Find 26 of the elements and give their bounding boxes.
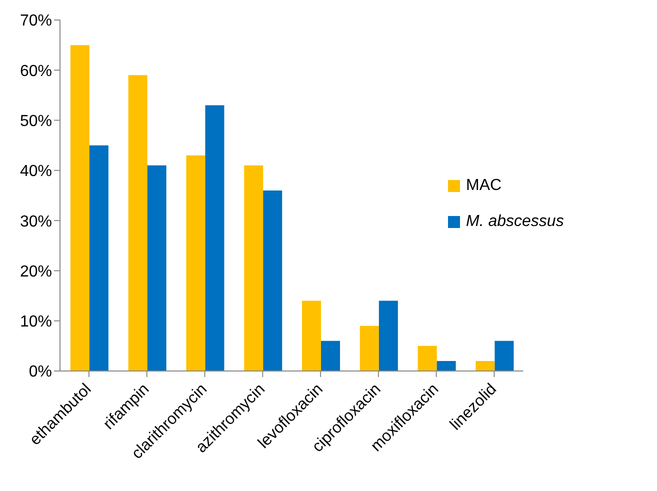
- bar: [476, 360, 495, 371]
- y-tick-label: 60%: [20, 62, 52, 80]
- bar: [70, 45, 90, 371]
- bar: [147, 165, 166, 371]
- y-tick-label: 40%: [20, 163, 52, 180]
- y-tick-label: 70%: [20, 12, 52, 30]
- legend-label: M. abscessus: [466, 213, 564, 231]
- y-tick-label: 20%: [20, 263, 52, 280]
- y-tick-label: 10%: [20, 314, 52, 331]
- bar: [360, 326, 379, 371]
- y-tick-label: 0%: [28, 364, 52, 381]
- bar: [321, 340, 340, 371]
- bar: [244, 165, 264, 371]
- bar: [186, 155, 206, 371]
- bar: [89, 145, 108, 371]
- bar: [436, 360, 456, 371]
- bar: [205, 105, 224, 371]
- bar: [378, 300, 398, 371]
- bar: [494, 340, 514, 371]
- bar: [418, 346, 437, 371]
- legend-label: MAC: [466, 177, 502, 195]
- bar: [128, 75, 148, 371]
- bar: [302, 300, 322, 371]
- bar: [263, 190, 282, 371]
- y-tick-label: 30%: [20, 213, 52, 230]
- y-tick-label: 50%: [20, 112, 52, 130]
